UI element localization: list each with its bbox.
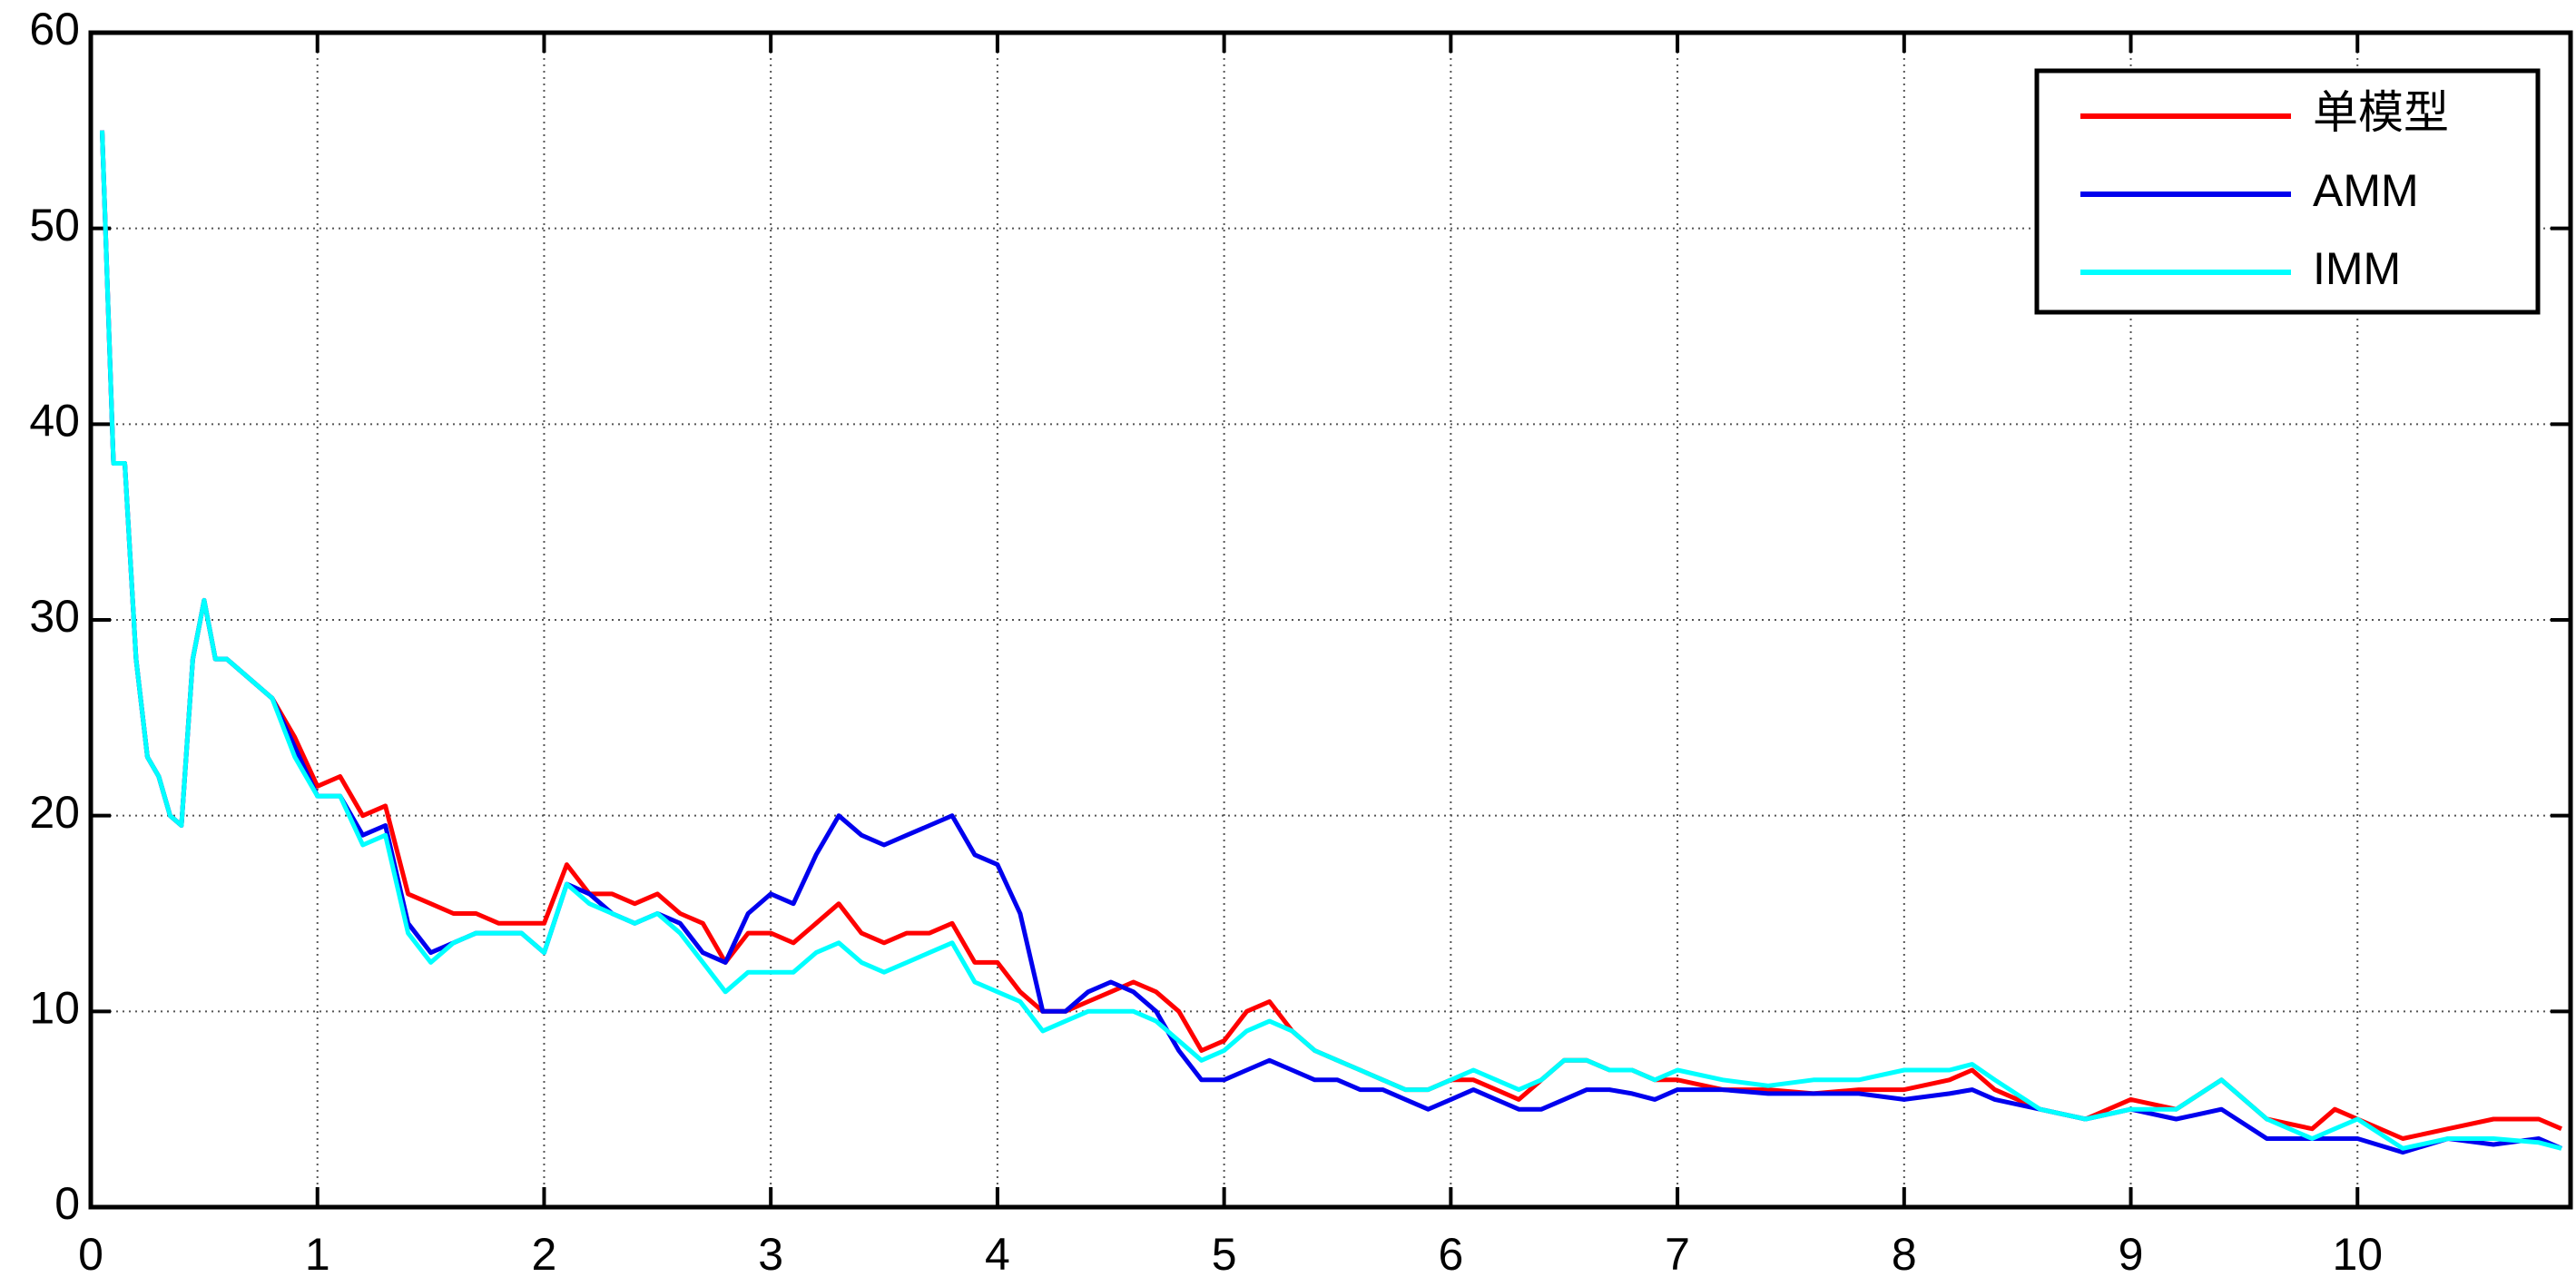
legend-label: AMM [2313,165,2419,216]
y-tick-label: 40 [29,396,80,447]
x-tick-label: 10 [2332,1229,2383,1280]
data-line [100,130,2562,1141]
y-tick-label: 60 [29,4,80,54]
x-tick-label: 6 [1438,1229,1463,1280]
y-tick-label: 50 [29,200,80,251]
data-line [100,130,2562,1151]
x-tick-label: 0 [78,1229,103,1280]
legend-label: 单模型 [2313,87,2449,138]
legend-label: IMM [2313,243,2401,294]
x-tick-label: 8 [1892,1229,1917,1280]
x-tick-label: 7 [1665,1229,1690,1280]
x-tick-label: 9 [2119,1229,2144,1280]
x-tick-label: 2 [532,1229,557,1280]
y-tick-label: 30 [29,591,80,642]
x-tick-label: 5 [1212,1229,1237,1280]
x-tick-label: 3 [758,1229,783,1280]
x-tick-label: 1 [305,1229,330,1280]
y-tick-label: 10 [29,983,80,1034]
x-tick-label: 4 [985,1229,1010,1280]
y-tick-label: 0 [54,1178,80,1229]
plot-frame [88,30,2573,1210]
y-tick-label: 20 [29,787,80,838]
